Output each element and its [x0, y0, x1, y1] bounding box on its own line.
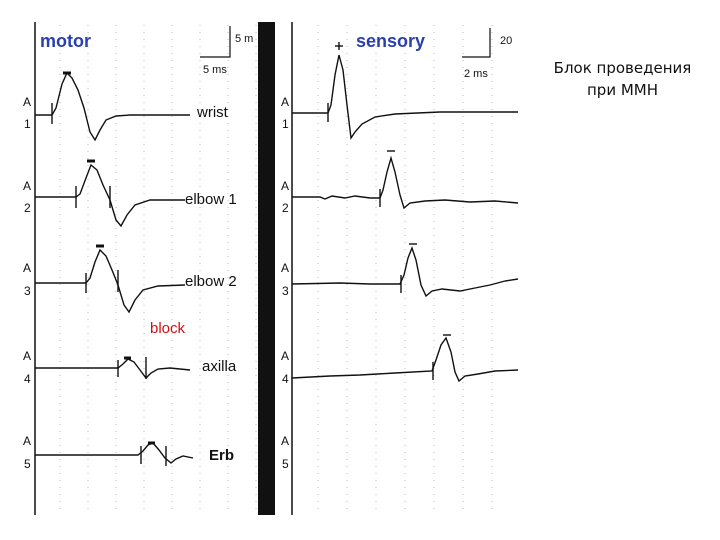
motor-trace-erb	[35, 442, 194, 464]
motor-waveforms	[35, 71, 194, 466]
site-label-axilla: axilla	[202, 358, 237, 375]
motor-scale-bar-lines	[200, 26, 231, 58]
sensory-trace-3	[291, 245, 519, 298]
motor-channel-letter: A	[23, 349, 31, 363]
caption-line-2: при ММН	[586, 81, 658, 99]
motor-trace-axilla	[35, 358, 191, 380]
block-label: block	[150, 320, 186, 337]
motor-trace-wrist	[35, 71, 190, 142]
motor-scale-time: 5 ms	[203, 64, 227, 76]
sensory-channel-number: 5	[282, 457, 289, 471]
sensory-channel-label: A 2	[281, 179, 289, 215]
motor-channel-label: A 3	[23, 261, 31, 298]
sensory-trace-1	[292, 54, 518, 140]
motor-channel-letter: A	[23, 179, 31, 193]
motor-channel-letter: A	[23, 261, 31, 275]
motor-trace-elbow-1	[35, 163, 185, 228]
site-label-elbow-1: elbow 1	[185, 191, 237, 208]
sensory-waveforms	[291, 42, 519, 383]
motor-channel-number: 3	[24, 284, 31, 298]
panel-divider	[258, 22, 275, 515]
caption: Блок проведения при ММН	[535, 57, 710, 101]
sensory-scale-time: 2 ms	[464, 68, 488, 80]
motor-channel-number: 5	[24, 457, 31, 471]
motor-channel-label: A 5	[23, 434, 31, 471]
caption-line-1: Блок проведения	[553, 59, 692, 77]
sensory-channel-number: 3	[282, 284, 289, 298]
motor-channel-letter: A	[23, 434, 31, 448]
sensory-channel-letter: A	[281, 95, 289, 109]
sensory-scale-bar-lines	[462, 28, 491, 58]
grid-dots	[59, 25, 493, 512]
site-label-erb: Erb	[209, 447, 234, 464]
sensory-trace-2	[292, 155, 519, 210]
site-label-wrist: wrist	[196, 104, 229, 121]
sensory-channel-number: 2	[282, 201, 289, 215]
sensory-channel-letter: A	[281, 179, 289, 193]
motor-channel-number: 2	[24, 201, 31, 215]
sensory-scale-amplitude: 20	[500, 35, 512, 47]
sensory-channel-number: 4	[282, 372, 289, 386]
sensory-channel-letter: A	[281, 261, 289, 275]
sensory-channel-label: A 3	[281, 261, 289, 298]
sensory-channel-number: 1	[282, 117, 289, 131]
motor-trace-elbow-2	[35, 248, 186, 314]
sensory-title: sensory	[356, 31, 425, 51]
site-label-elbow-2: elbow 2	[185, 273, 237, 290]
sensory-channel-letter: A	[281, 434, 289, 448]
motor-channel-letter: A	[23, 95, 31, 109]
sensory-trace-4	[291, 336, 519, 383]
sensory-channel-label: A 1	[281, 95, 289, 131]
sensory-scale-bar: 20 2 ms	[462, 28, 512, 80]
motor-channel-number: 4	[24, 372, 31, 386]
sensory-channel-label: A 5	[281, 434, 289, 471]
motor-channel-number: 1	[24, 117, 31, 131]
motor-channel-label: A 4	[23, 349, 31, 386]
sensory-channel-letter: A	[281, 349, 289, 363]
motor-title: motor	[40, 31, 91, 51]
motor-scale-amplitude: 5 m	[235, 33, 253, 45]
motor-channel-label: A 1	[23, 95, 31, 131]
motor-scale-bar: 5 m 5 ms	[200, 26, 253, 76]
sensory-channel-label: A 4	[281, 349, 289, 386]
motor-channel-label: A 2	[23, 179, 31, 215]
